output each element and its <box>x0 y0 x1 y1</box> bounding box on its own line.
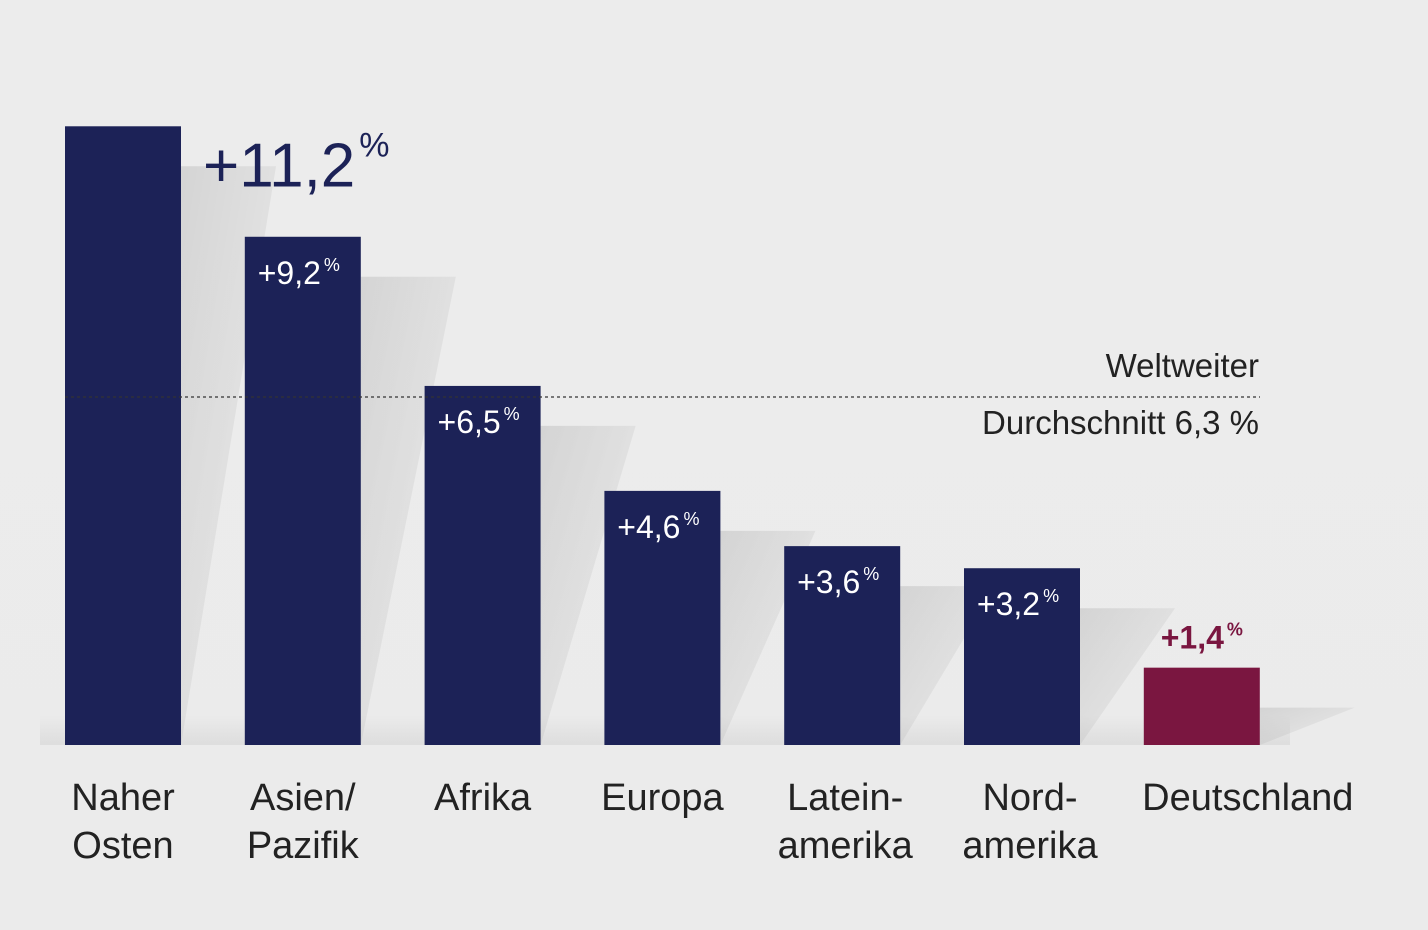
reference-line-label-top: Weltweiter <box>1106 347 1259 384</box>
value-label: +4,6% <box>617 509 699 545</box>
value-label: +3,6% <box>797 564 879 600</box>
category-label: Nord-amerika <box>962 777 1098 867</box>
bar <box>424 385 541 745</box>
reference-line-group: Weltweiter Durchschnitt 6,3 % <box>65 347 1260 441</box>
reference-line-label-bottom: Durchschnitt 6,3 % <box>982 404 1259 441</box>
bar-shadow <box>360 276 456 745</box>
bar <box>65 126 181 745</box>
bar-shadow <box>1080 608 1175 745</box>
value-label: +3,2% <box>977 586 1059 622</box>
bar <box>784 546 901 745</box>
bar <box>604 490 721 745</box>
category-label: Deutschland <box>1142 777 1353 819</box>
category-label: Europa <box>601 777 724 819</box>
bar-shadow <box>1259 707 1355 745</box>
category-label: Naher Osten <box>71 777 175 867</box>
value-label: +6,5% <box>438 404 520 440</box>
bar <box>964 568 1080 745</box>
bars <box>65 126 1260 745</box>
category-label: Latein-amerika <box>778 777 914 867</box>
bar-shadow <box>900 586 996 745</box>
category-labels: Naher Osten Asien/Pazifik Afrika Europa Latei… <box>71 777 1353 867</box>
bar <box>244 236 361 745</box>
bar <box>1143 667 1260 745</box>
category-label: Afrika <box>434 777 532 819</box>
value-label: +9,2% <box>258 255 340 291</box>
category-label: Asien/Pazifik <box>247 777 360 867</box>
value-label: +1,4% <box>1161 620 1243 656</box>
value-label: +11,2% <box>203 126 390 200</box>
value-labels: +11,2 % +9,2 % +6,5 % +4,6 % +3,6 % +3,2 % +1,4% <box>203 126 1243 655</box>
